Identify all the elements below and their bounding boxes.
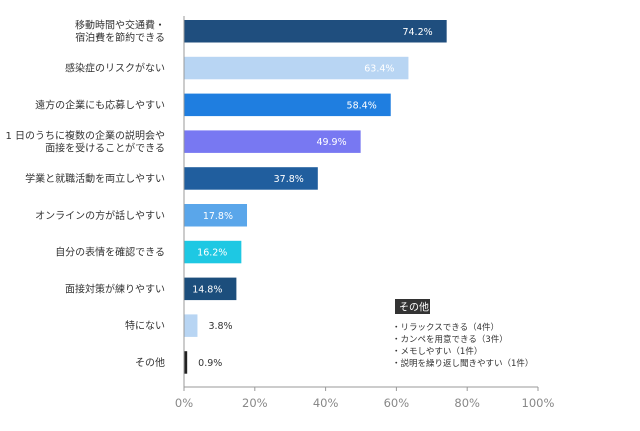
value-label: 3.8% (208, 321, 232, 332)
x-tick-label: 0% (175, 396, 193, 410)
annotation-item: ・リラックスできる（4件） (392, 322, 499, 333)
category-label: 感染症のリスクがない (65, 62, 165, 75)
category-label: 遠方の企業にも応募しやすい (35, 98, 165, 111)
x-axis: 0% 20% 40% 60% 80% 100% (175, 16, 555, 410)
bar (184, 130, 361, 153)
x-tick-label: 40% (313, 396, 339, 410)
bar (184, 20, 447, 43)
bar (184, 351, 188, 374)
value-label: 74.2% (402, 27, 432, 38)
category-label: 特にない (125, 320, 165, 332)
bar (184, 277, 237, 301)
category-label: 1 日のうちに複数の企業の説明会や (5, 129, 165, 142)
category-label: 移動時間や交通費・ (75, 19, 165, 32)
bar (184, 93, 391, 117)
category-label: 面接対策が練りやすい (65, 282, 165, 295)
bars-group (184, 20, 447, 374)
x-tick-label: 100% (522, 396, 555, 410)
value-label: 14.8% (192, 284, 222, 295)
value-label: 58.4% (347, 100, 377, 111)
value-label: 37.8% (274, 174, 304, 185)
annotation-title-bg (395, 299, 430, 314)
value-labels-group: 74.2% 63.4% 58.4% 49.9% 37.8% 17.8% 16.2% 14.8%… (192, 27, 432, 369)
category-label: その他 (135, 356, 165, 369)
category-label: 面接を受けることができる (45, 141, 165, 154)
value-label: 49.9% (316, 137, 346, 148)
category-label: 学業と就職活動を両立しやすい (25, 172, 165, 185)
category-label: 宿泊費を節約できる (75, 31, 165, 44)
annotation-item: ・説明を繰り返し聞きやすい（1件） (392, 358, 533, 369)
bar (184, 56, 409, 80)
annotation-item: ・メモしやすい（1件） (392, 346, 482, 357)
bar (184, 314, 198, 337)
value-label: 0.9% (198, 358, 222, 369)
annotation-item: ・カンペを用意できる（3件） (392, 334, 508, 345)
bar (184, 167, 318, 190)
value-label: 17.8% (203, 211, 233, 222)
x-tick-label: 80% (454, 396, 480, 410)
value-label: 63.4% (364, 64, 394, 75)
category-labels-group: 移動時間や交通費・宿泊費を節約できる感染症のリスクがない遠方の企業にも応募しやす… (5, 19, 165, 369)
category-label: オンラインの方が話しやすい (35, 209, 165, 222)
bar (184, 204, 248, 227)
value-label: 16.2% (197, 248, 227, 259)
x-tick-label: 60% (384, 396, 410, 410)
category-label: 自分の表情を確認できる (55, 246, 165, 259)
x-tick-label: 20% (242, 396, 268, 410)
bar (184, 240, 242, 264)
annotation-title: その他 (399, 301, 429, 314)
other-annotation: その他 ・リラックスできる（4件） ・カンペを用意できる（3件） ・メモしやすい… (392, 299, 533, 369)
